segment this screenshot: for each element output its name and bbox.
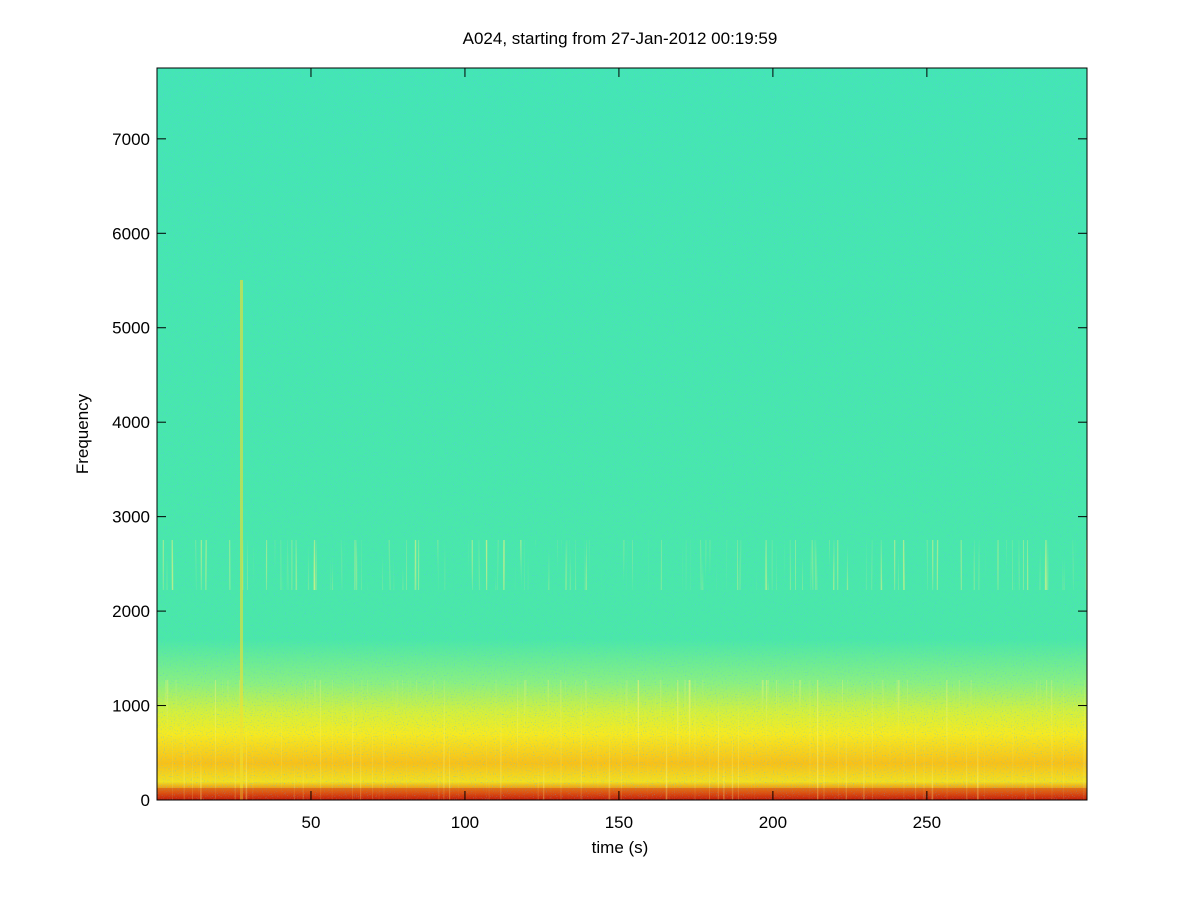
plot-frame (156, 67, 1088, 801)
y-tick-label: 4000 (112, 413, 150, 432)
x-axis-label: time (s) (592, 838, 649, 857)
chart-title: A024, starting from 27-Jan-2012 00:19:59 (463, 29, 778, 48)
y-tick-label: 6000 (112, 224, 150, 243)
y-tick-label: 1000 (112, 697, 150, 716)
y-tick-label: 2000 (112, 602, 150, 621)
y-axis-label: Frequency (73, 393, 92, 474)
spectrogram-image (157, 68, 1087, 800)
y-tick-label: 3000 (112, 508, 150, 527)
x-tick-label: 150 (605, 813, 633, 832)
x-tick-label: 50 (302, 813, 321, 832)
x-tick-label: 100 (451, 813, 479, 832)
y-tick-label: 7000 (112, 130, 150, 149)
y-tick-label: 5000 (112, 319, 150, 338)
x-tick-label: 200 (759, 813, 787, 832)
x-tick-label: 250 (913, 813, 941, 832)
y-tick-label: 0 (141, 791, 150, 810)
